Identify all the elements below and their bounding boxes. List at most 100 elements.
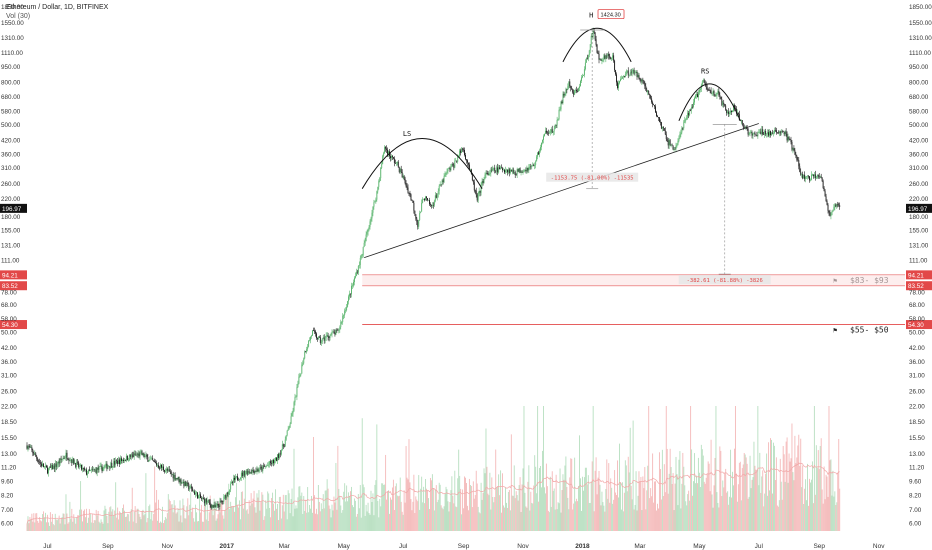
volume-bar: [77, 515, 79, 531]
volume-bar: [804, 488, 806, 531]
volume-bar: [353, 498, 355, 531]
candle-body: [777, 132, 779, 133]
volume-bar: [655, 481, 656, 531]
volume-bar: [618, 497, 619, 531]
volume-bar: [494, 497, 496, 531]
candle-body: [674, 148, 676, 150]
volume-bar: [534, 455, 536, 531]
right-price-tick: 50.00: [909, 329, 925, 336]
candle-body: [123, 459, 124, 461]
left-price-tick: 22.00: [1, 404, 17, 411]
candle-body: [438, 185, 440, 191]
volume-bar: [213, 498, 215, 531]
volume-bar: [280, 518, 282, 531]
candle-body: [429, 200, 430, 205]
volume-bar: [96, 515, 98, 531]
volume-bar: [610, 478, 612, 531]
candle-body: [556, 119, 558, 126]
volume-bar: [59, 523, 61, 531]
volume-bar: [146, 522, 148, 531]
volume-bar: [156, 490, 158, 531]
volume-bar: [356, 513, 358, 531]
volume-bar: [341, 512, 343, 531]
volume-bar: [580, 478, 581, 531]
candle-body: [652, 102, 654, 105]
candle-body: [480, 184, 482, 193]
candle-body: [294, 397, 296, 403]
candle-body: [467, 160, 468, 163]
volume-bar: [35, 513, 37, 531]
candle-body: [246, 470, 248, 475]
volume-bar: [137, 508, 139, 531]
candle-body: [464, 150, 465, 156]
candle-body: [530, 166, 532, 168]
candle-body: [107, 466, 109, 469]
candle-body: [487, 173, 489, 176]
candle-body: [416, 218, 418, 222]
candle-body: [675, 145, 677, 150]
candle-body: [245, 470, 247, 473]
candle-body: [80, 464, 82, 466]
candle-body: [309, 340, 311, 341]
candle-body: [131, 454, 133, 456]
candle-body: [147, 457, 149, 462]
volume-bar: [74, 518, 76, 531]
candle-body: [538, 152, 540, 155]
volume-bar: [431, 474, 433, 531]
volume-bar: [111, 511, 113, 531]
volume-bar: [600, 505, 602, 531]
volume-bar: [800, 438, 802, 531]
candle-body: [51, 465, 53, 470]
volume-bar: [745, 457, 747, 531]
volume-bar: [268, 493, 270, 531]
candle-body: [46, 465, 47, 468]
volume-bar: [520, 511, 522, 531]
candle-body: [705, 84, 707, 88]
volume-bar: [387, 491, 389, 531]
candle-body: [251, 470, 253, 474]
candle-body: [815, 177, 817, 179]
candle-body: [367, 229, 369, 233]
volume-bar: [522, 468, 524, 531]
candles: [26, 27, 841, 511]
volume-bar: [668, 473, 670, 531]
candle-body: [340, 321, 342, 328]
candle-body: [746, 127, 748, 130]
candle-body: [287, 428, 289, 431]
left-price-tick: 8.20: [1, 492, 14, 499]
time-tick: Jul: [755, 543, 764, 550]
candle-body: [439, 184, 441, 186]
volume-bar: [499, 495, 501, 531]
volume-bar: [485, 428, 487, 531]
volume-bar: [571, 458, 573, 531]
volume-bar: [46, 522, 47, 531]
candle-body: [137, 453, 139, 455]
volume-bar: [290, 499, 292, 531]
candle-body: [717, 91, 719, 93]
volume-bar: [833, 496, 835, 531]
volume-bar: [543, 406, 544, 531]
candle-body: [261, 467, 263, 471]
volume-bar: [597, 477, 599, 531]
candle-body: [278, 453, 280, 458]
time-tick: Mar: [279, 543, 291, 550]
candle-body: [268, 464, 270, 466]
volume-bar: [441, 507, 443, 531]
candle-body: [752, 133, 754, 136]
volume-bar: [383, 484, 385, 531]
volume-bar: [421, 476, 423, 531]
volume-bar: [626, 491, 628, 531]
volume-bar: [641, 510, 643, 531]
volume-bar: [786, 437, 788, 531]
volume-bar: [444, 494, 446, 531]
candle-body: [211, 505, 213, 508]
candle-body: [38, 461, 40, 463]
candle-body: [262, 465, 264, 471]
volume-bar: [545, 463, 547, 531]
candle-body: [554, 125, 556, 129]
volume-bar: [707, 461, 709, 531]
candle-body: [428, 200, 429, 201]
candle-body: [558, 109, 560, 120]
